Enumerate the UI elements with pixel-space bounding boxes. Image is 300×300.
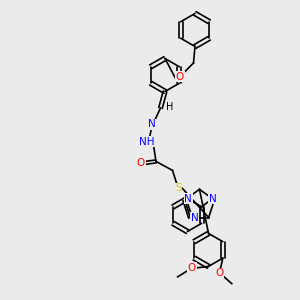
Text: N: N [209,194,217,204]
Text: N: N [148,119,155,130]
Text: N: N [191,212,199,223]
Text: S: S [175,183,182,194]
Text: H: H [167,101,174,112]
Text: N: N [184,194,192,204]
Text: O: O [176,71,184,82]
Text: O: O [188,263,196,273]
Text: O: O [137,158,145,168]
Text: O: O [216,268,224,278]
Text: NH: NH [139,137,155,147]
